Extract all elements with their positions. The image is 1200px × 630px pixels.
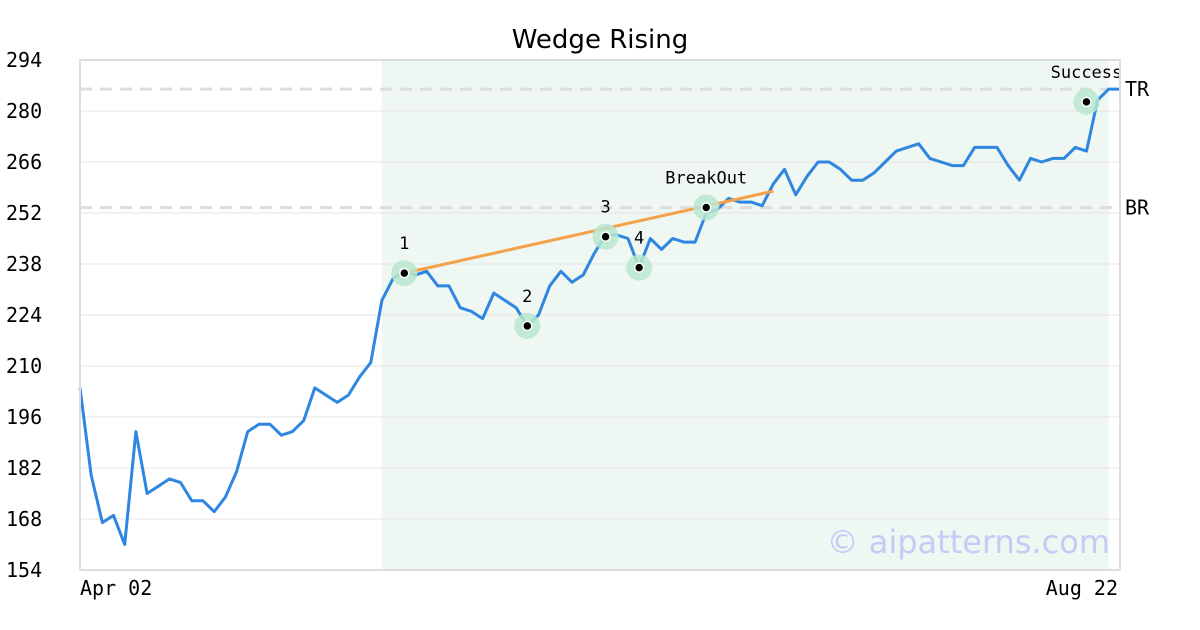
point-marker-3 [600,231,611,242]
point-marker-breakout [700,202,712,213]
plot-frame [79,59,1121,571]
point-label-3: 3 [600,198,610,218]
reference-label-br: BR [1125,196,1150,220]
y-tick-label: 280 [6,99,42,123]
point-marker-1 [399,267,410,279]
y-tick-label: 182 [6,456,42,480]
pattern-points-layer: 1 2 3 4 BreakOut Success [391,63,1122,339]
x-tick-label-start: Apr 02 [80,576,152,600]
x-tick-label-end: Aug 22 [1046,576,1118,600]
watermark-layer: © aipatterns.com [827,523,1110,561]
point-label-4: 4 [634,229,644,249]
watermark: © aipatterns.com [827,523,1110,561]
reference-label-tr: TR [1125,77,1150,101]
y-tick-label: 196 [6,405,42,429]
point-label-breakout: BreakOut [665,169,747,189]
y-tick-label: 210 [6,354,42,378]
y-tick-label: 224 [6,303,42,327]
y-tick-label: 238 [6,252,42,276]
point-label-success: Success [1051,63,1123,83]
axes-layer: 154 168 182 196 210 224 238 252 266 280 294 Apr 02 A… [6,48,1121,600]
reference-lines-layer: TR BR [80,77,1150,220]
y-tick-label: 154 [6,558,42,582]
y-tick-label: 168 [6,507,42,531]
point-marker-2 [522,320,533,332]
point-label-2: 2 [522,287,532,307]
point-label-1: 1 [399,234,409,254]
y-tick-label: 266 [6,150,42,174]
point-marker-4 [633,262,645,273]
chart-title: Wedge Rising [512,25,689,55]
y-tick-label: 252 [6,201,42,225]
y-tick-label: 294 [6,48,42,72]
point-marker-success [1081,96,1092,108]
